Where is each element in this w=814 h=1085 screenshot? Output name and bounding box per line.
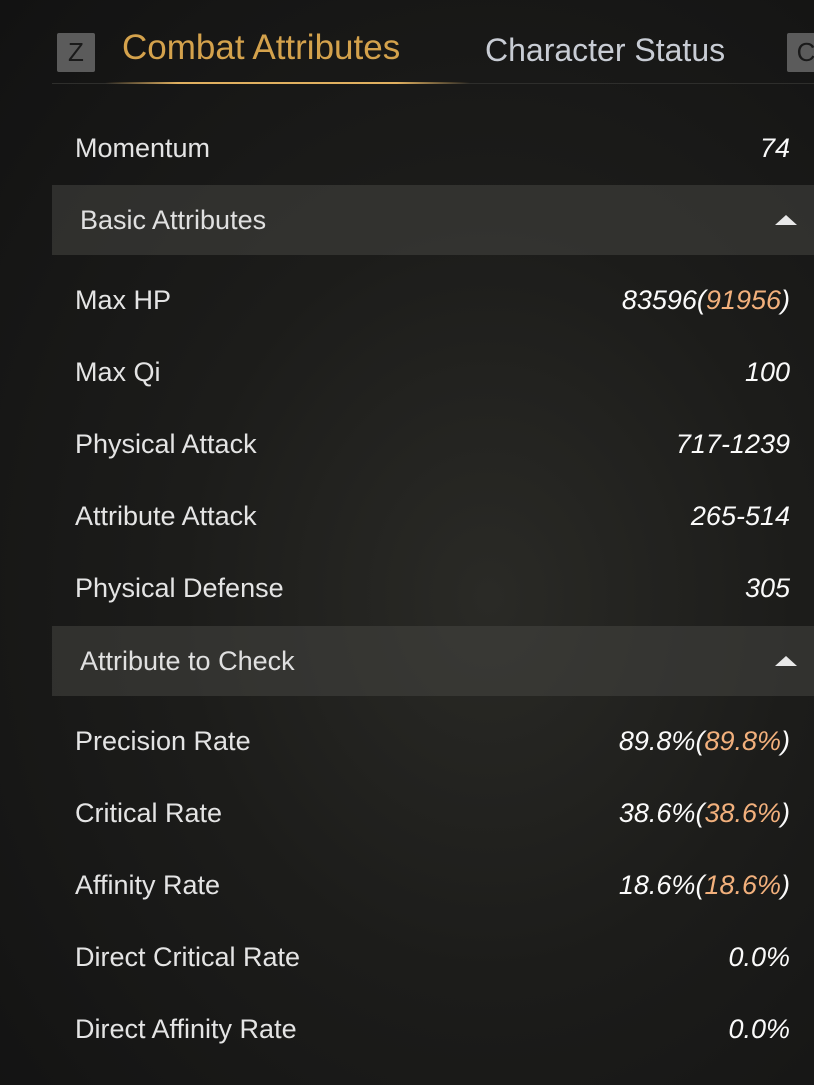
stat-row-precision-rate: Precision Rate 89.8%(89.8%) — [52, 705, 814, 777]
stat-label: Momentum — [75, 132, 211, 163]
stat-label: Direct Critical Rate — [75, 941, 301, 972]
stat-label: Attribute Attack — [75, 500, 257, 531]
section-header-basic-attributes[interactable]: Basic Attributes — [52, 185, 814, 255]
bonus-value: 38.6% — [704, 797, 781, 828]
base-value: 38.6% — [618, 797, 696, 828]
stat-label: Direct Affinity Rate — [75, 1013, 297, 1044]
stat-value: 305 — [744, 572, 790, 603]
stat-row-max-qi: Max Qi 100 — [52, 336, 814, 408]
active-tab-underline — [105, 82, 470, 84]
stat-value: 0.0% — [728, 941, 790, 972]
stat-row-affinity-rate: Affinity Rate 18.6%(18.6%) — [52, 849, 814, 921]
stat-label: Max HP — [75, 284, 172, 315]
stat-row-momentum: Momentum 74 — [52, 112, 814, 184]
stat-label: Physical Attack — [75, 428, 257, 459]
stat-value: 717-1239 — [675, 428, 790, 459]
stat-row-direct-affinity-rate: Direct Affinity Rate 0.0% — [52, 993, 814, 1065]
stat-row-direct-critical-rate: Direct Critical Rate 0.0% — [52, 921, 814, 993]
section-title: Basic Attributes — [80, 204, 267, 235]
tab-character-status[interactable]: Character Status — [485, 32, 726, 68]
stat-row-critical-rate: Critical Rate 38.6%(38.6%) — [52, 777, 814, 849]
section-header-attribute-to-check[interactable]: Attribute to Check — [52, 626, 814, 696]
stat-value: 83596(91956) — [621, 284, 790, 315]
base-value: 89.8% — [618, 725, 696, 756]
bonus-value: 18.6% — [704, 869, 781, 900]
stat-label: Physical Defense — [75, 572, 284, 603]
stat-row-attribute-attack: Attribute Attack 265-514 — [52, 480, 814, 552]
stat-label: Precision Rate — [75, 725, 251, 756]
stat-label: Max Qi — [75, 356, 161, 387]
stat-value: 18.6%(18.6%) — [618, 869, 790, 900]
stat-value: 265-514 — [690, 500, 790, 531]
section-title: Attribute to Check — [80, 645, 295, 676]
stat-label: Critical Rate — [75, 797, 223, 828]
stat-row-physical-attack: Physical Attack 717-1239 — [52, 408, 814, 480]
stat-value: 89.8%(89.8%) — [618, 725, 790, 756]
stat-label: Affinity Rate — [75, 869, 221, 900]
next-tab-key-hint[interactable]: C — [787, 33, 814, 72]
stat-row-physical-defense: Physical Defense 305 — [52, 552, 814, 624]
stat-value: 74 — [759, 132, 790, 163]
stat-value: 0.0% — [728, 1013, 790, 1044]
stat-value: 100 — [744, 356, 790, 387]
collapse-caret-icon[interactable] — [775, 215, 797, 225]
tab-combat-attributes[interactable]: Combat Attributes — [122, 28, 401, 67]
base-value: 83596 — [621, 284, 697, 315]
stat-value: 38.6%(38.6%) — [618, 797, 790, 828]
bonus-value: 91956 — [705, 284, 781, 315]
base-value: 18.6% — [618, 869, 696, 900]
collapse-caret-icon[interactable] — [775, 656, 797, 666]
prev-tab-key-hint[interactable]: Z — [57, 33, 95, 72]
bonus-value: 89.8% — [704, 725, 781, 756]
stat-row-max-hp: Max HP 83596(91956) — [52, 264, 814, 336]
